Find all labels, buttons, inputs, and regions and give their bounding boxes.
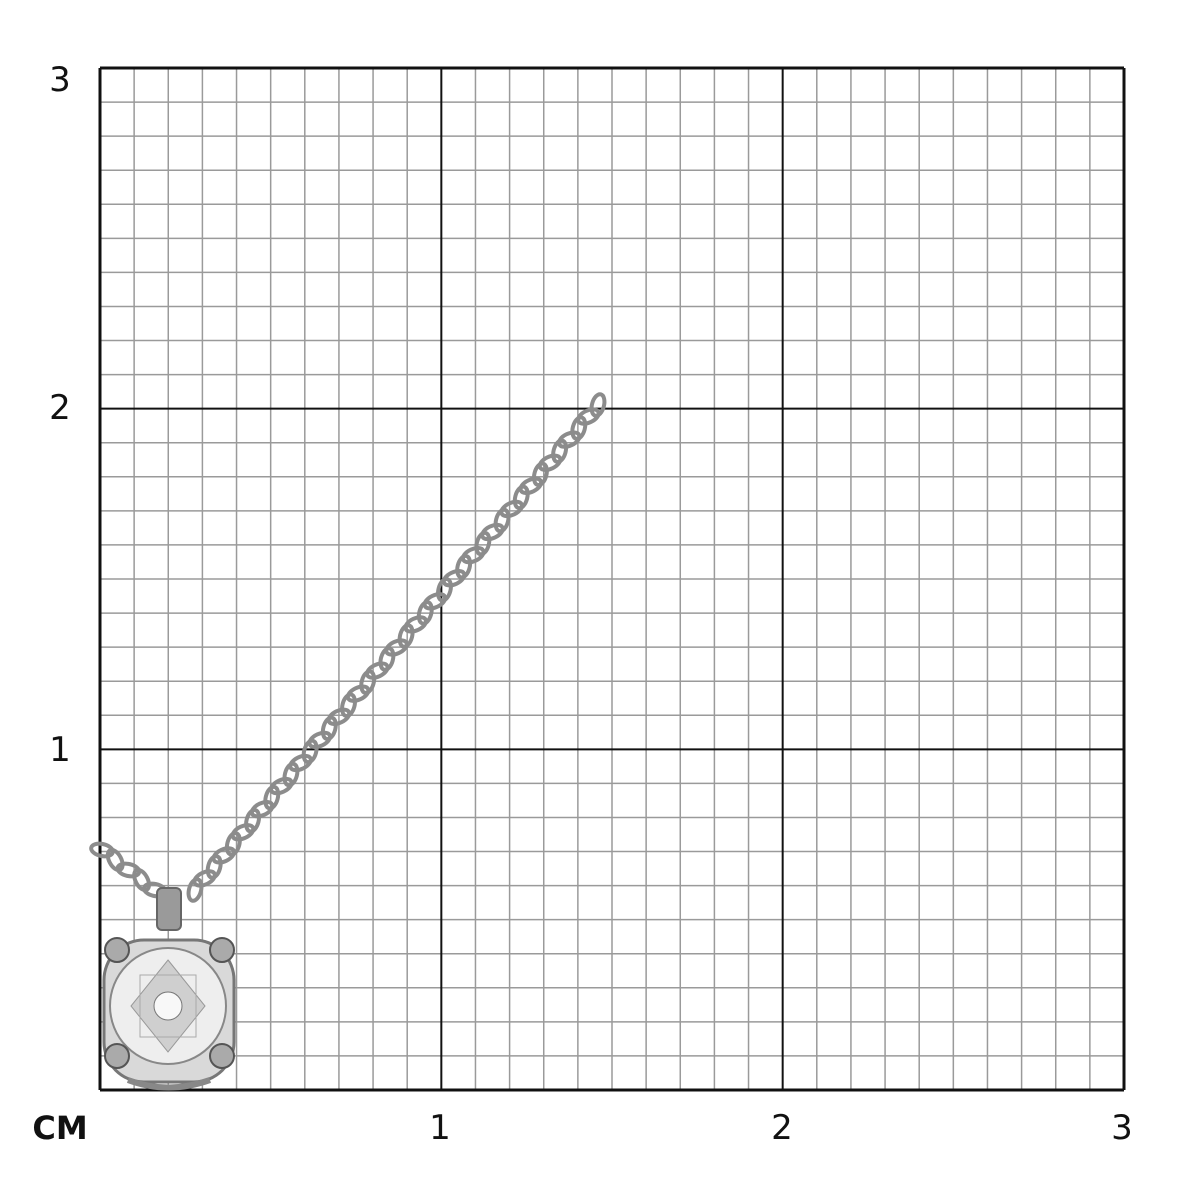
chain-link [570, 415, 588, 441]
chain-link [132, 867, 151, 893]
chain-link [474, 530, 492, 557]
chain-link [384, 638, 409, 657]
chain-link [282, 761, 300, 788]
chain-link [340, 692, 357, 718]
unit-label: CM [32, 1109, 88, 1147]
y-axis-label-2: 2 [49, 388, 71, 428]
chain-link [224, 831, 242, 857]
chain-link [345, 684, 371, 703]
chain-link [288, 753, 313, 773]
major-grid-lines [98, 66, 1126, 1092]
chain-link [186, 877, 204, 903]
chain-link [480, 522, 505, 542]
x-axis-label-3: 3 [1111, 1108, 1133, 1148]
chain-link [512, 484, 530, 511]
chain-link [499, 499, 524, 519]
chain-link [326, 707, 352, 726]
chain-link [105, 847, 125, 873]
chain-link [518, 476, 544, 496]
chain-link [301, 738, 319, 765]
chain-link [205, 854, 223, 880]
chain-link [460, 545, 486, 565]
chain-link [115, 861, 142, 879]
chain-link [249, 799, 275, 819]
chain-link [359, 669, 377, 695]
necklace-chain [89, 392, 607, 913]
chain-link [263, 784, 281, 811]
prong [104, 937, 130, 963]
chain-link [436, 577, 453, 603]
pendant-bail [156, 887, 182, 931]
y-axis-label-3: 3 [49, 60, 71, 100]
chain-link [556, 430, 582, 449]
chain-link [89, 841, 115, 859]
pendant [102, 887, 236, 1091]
prong [209, 937, 235, 963]
chain-link [211, 846, 237, 865]
prong [209, 1043, 235, 1069]
chain-link [576, 407, 601, 426]
chain-link [397, 623, 415, 649]
chain-link [403, 615, 428, 634]
y-axis-label-1: 1 [49, 730, 71, 770]
chain-link [455, 553, 473, 580]
chain-link [307, 730, 333, 750]
chain-link [192, 869, 217, 888]
chain-link [416, 600, 434, 626]
chain-link [441, 569, 467, 588]
x-axis-label-2: 2 [771, 1108, 793, 1148]
chain-link [320, 715, 338, 742]
chain-link [531, 461, 549, 488]
minor-grid-lines [100, 68, 1124, 1090]
chain-link [493, 507, 511, 534]
x-axis-label-1: 1 [429, 1108, 451, 1148]
chain-link [589, 392, 607, 418]
prong [104, 1043, 130, 1069]
chain-link [269, 776, 294, 796]
chain-link [244, 807, 262, 834]
chain-link [422, 592, 448, 611]
chain-link [551, 438, 569, 464]
chain-link [230, 823, 256, 842]
chain-link [378, 646, 396, 672]
chain-link [365, 661, 390, 680]
chain-link [537, 453, 563, 472]
